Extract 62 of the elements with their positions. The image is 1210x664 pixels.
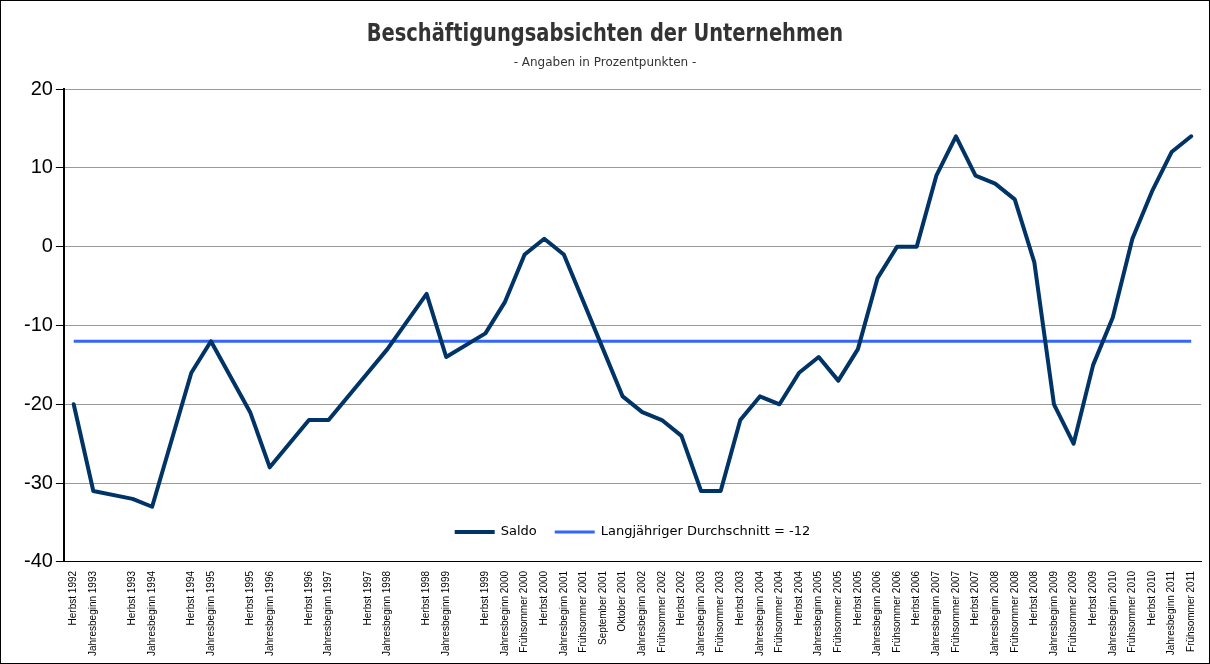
- x-tick-label: Herbst 1999: [479, 570, 491, 626]
- x-tick-label: Jahresbeginn 2002: [636, 570, 648, 657]
- x-tick-label: Jahresbeginn 2003: [694, 570, 706, 657]
- x-tick-label: Jahresbeginn 2001: [557, 570, 569, 657]
- x-tick-label: Herbst 2002: [675, 570, 687, 626]
- x-tick-label: Jahresbeginn 1993: [87, 570, 99, 657]
- x-tick-label: Jahresbeginn 2007: [930, 570, 942, 657]
- x-tick-label: Jahresbeginn 2000: [498, 570, 510, 657]
- x-tick-label: Jahresbeginn 2005: [812, 570, 824, 657]
- x-tick-label: Frühsommer 2006: [890, 570, 902, 653]
- y-tick-label: -20: [24, 391, 53, 414]
- x-tick-label: Jahresbeginn 1999: [439, 570, 451, 657]
- x-tick-label: Frühsommer 2011: [1184, 570, 1196, 652]
- x-tick-label: Jahresbeginn 2009: [1047, 570, 1059, 657]
- y-tick-label: 0: [41, 234, 53, 257]
- x-tick-label: Herbst 1995: [243, 570, 255, 626]
- x-tick-label: Frühsommer 2008: [1008, 570, 1020, 653]
- x-tick-label: Jahresbeginn 1996: [263, 570, 275, 657]
- x-tick-label: Jahresbeginn 1994: [145, 570, 157, 657]
- x-tick-label: Jahresbeginn 2006: [871, 570, 883, 657]
- x-tick-label: Jahresbeginn 1998: [381, 570, 393, 657]
- y-tick-label: 10: [30, 155, 53, 178]
- legend-label: Langjähriger Durchschnitt = -12: [600, 523, 811, 539]
- x-tick-label: Herbst 2009: [1086, 570, 1098, 626]
- y-tick-label: -30: [24, 470, 53, 493]
- x-tick-label: Oktober 2001: [616, 570, 628, 632]
- x-tick-label: Frühsommer 2010: [1126, 570, 1138, 653]
- x-tick-label: Herbst 1992: [67, 570, 79, 626]
- chart-title: Beschäftigungsabsichten der Unternehmen: [365, 19, 845, 47]
- x-tick-label: Frühsommer 2000: [518, 570, 530, 653]
- x-tick-label: Herbst 1996: [302, 570, 314, 626]
- x-tick-label: Jahresbeginn 1997: [322, 570, 334, 657]
- x-tick-label: Herbst 2008: [1028, 570, 1040, 626]
- y-tick-label: -40: [24, 549, 53, 572]
- x-tick-label: Herbst 1997: [361, 570, 373, 626]
- x-tick-label: Frühsommer 2009: [1067, 570, 1079, 653]
- x-tick-label: Frühsommer 2004: [773, 570, 785, 653]
- y-tick-label: -10: [24, 312, 53, 335]
- y-tick-label: 20: [30, 76, 53, 99]
- x-tick-label: Herbst 1998: [420, 570, 432, 626]
- x-tick-label: Herbst 2007: [969, 570, 981, 626]
- x-tick-label: Herbst 2010: [1145, 570, 1157, 626]
- x-tick-label: Jahresbeginn 2004: [753, 570, 765, 657]
- x-tick-label: Herbst 2005: [851, 570, 863, 626]
- x-tick-label: Herbst 2006: [910, 570, 922, 626]
- x-tick-label: Frühsommer 2005: [832, 570, 844, 653]
- x-tick-label: Frühsommer 2007: [949, 570, 961, 653]
- x-tick-label: Jahresbeginn 2008: [988, 570, 1000, 657]
- x-tick-label: Herbst 2003: [734, 570, 746, 626]
- x-tick-label: Herbst 1994: [185, 570, 197, 626]
- x-tick-label: Frühsommer 2001: [577, 570, 589, 653]
- legend-label: Saldo: [500, 523, 537, 539]
- chart-subtitle: - Angaben in Prozentpunkten -: [512, 55, 698, 69]
- x-tick-label: September 2001: [596, 570, 608, 645]
- x-tick-label: Frühsommer 2003: [714, 570, 726, 653]
- x-tick-label: Jahresbeginn 1995: [204, 570, 216, 657]
- x-tick-label: Herbst 2004: [792, 570, 804, 626]
- x-tick-label: Herbst 2000: [537, 570, 549, 626]
- x-tick-label: Herbst 1993: [126, 570, 138, 626]
- x-tick-label: Jahresbeginn 2010: [1106, 570, 1118, 657]
- x-tick-label: Frühsommer 2002: [655, 570, 667, 653]
- x-tick-label: Jahresbeginn 2011: [1165, 570, 1177, 656]
